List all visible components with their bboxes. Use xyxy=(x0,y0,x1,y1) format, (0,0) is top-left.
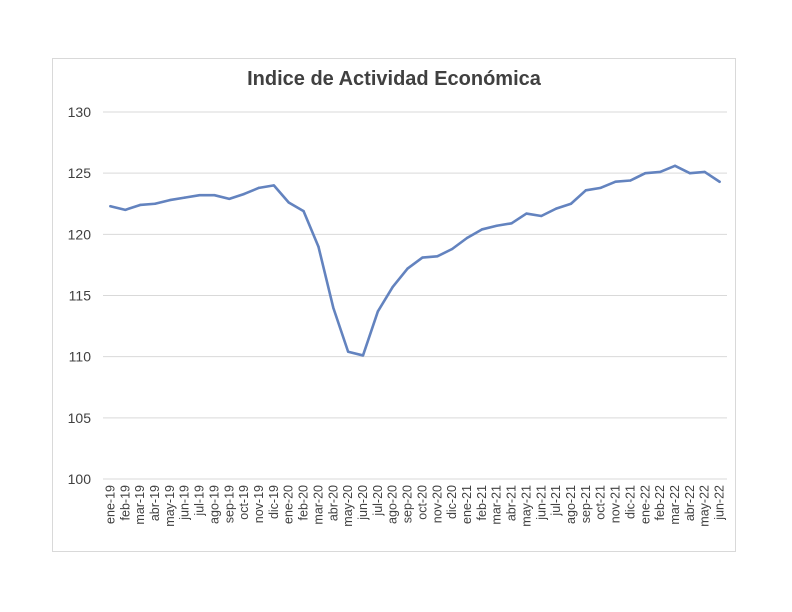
data-point xyxy=(495,224,498,227)
x-tick-label: ago-19 xyxy=(207,485,221,524)
x-tick-label: mar-21 xyxy=(490,485,504,525)
data-point xyxy=(228,197,231,201)
data-point xyxy=(332,306,335,309)
x-tick-label: feb-19 xyxy=(118,485,132,520)
x-tick-label: ene-22 xyxy=(638,485,652,524)
x-tick-label: ene-20 xyxy=(282,485,296,524)
x-tick-label: mar-22 xyxy=(668,485,682,525)
data-point xyxy=(272,184,276,187)
x-tick-label: feb-20 xyxy=(297,485,311,520)
chart-frame xyxy=(52,58,736,552)
grid-lines xyxy=(103,111,727,480)
x-tick-label: ene-21 xyxy=(460,485,474,524)
x-tick-label: may-20 xyxy=(341,485,355,527)
data-point xyxy=(510,222,513,225)
x-tick-label: abr-22 xyxy=(683,485,697,521)
data-point xyxy=(153,202,157,205)
data-point xyxy=(168,198,172,202)
x-tick-label: sep-19 xyxy=(222,485,236,523)
data-point xyxy=(703,170,706,174)
x-tick-label: jun-20 xyxy=(356,485,370,521)
data-point xyxy=(302,209,305,213)
data-point xyxy=(406,267,409,270)
data-point xyxy=(391,285,394,289)
x-tick-label: sep-21 xyxy=(579,485,593,523)
data-point xyxy=(317,245,320,248)
y-tick-label: 115 xyxy=(69,288,92,304)
y-tick-label: 105 xyxy=(68,410,92,426)
x-tick-label: jul-20 xyxy=(371,485,385,517)
x-tick-label: feb-21 xyxy=(475,485,489,520)
data-point xyxy=(109,204,112,208)
data-point xyxy=(629,179,632,182)
x-tick-label: ago-21 xyxy=(564,485,578,524)
data-point xyxy=(465,236,469,240)
data-point xyxy=(198,193,201,197)
data-point xyxy=(554,207,558,210)
y-tick-label: 110 xyxy=(69,349,92,365)
data-point xyxy=(213,193,216,197)
x-tick-label: jun-19 xyxy=(178,485,192,521)
data-point xyxy=(183,196,186,199)
x-tick-label: oct-21 xyxy=(594,485,608,520)
data-point xyxy=(138,203,142,207)
x-tick-label: abr-21 xyxy=(505,485,519,521)
series-line xyxy=(109,164,721,357)
x-tick-label: dic-20 xyxy=(445,485,459,519)
y-axis-ticks: 100 105 110 115 120 125 130 xyxy=(68,104,92,487)
x-tick-label: oct-19 xyxy=(237,485,251,520)
data-point xyxy=(287,201,290,204)
chart-title: Indice de Actividad Económica xyxy=(247,68,541,90)
data-point xyxy=(361,354,365,357)
data-point xyxy=(450,247,454,251)
x-tick-label: abr-20 xyxy=(326,485,340,521)
y-tick-label: 120 xyxy=(68,226,92,242)
x-tick-label: ene-19 xyxy=(103,485,117,524)
x-tick-label: dic-21 xyxy=(623,485,637,519)
x-tick-label: mar-20 xyxy=(311,485,325,525)
x-tick-label: nov-19 xyxy=(252,485,266,523)
y-tick-label: 100 xyxy=(68,471,92,487)
data-point xyxy=(673,164,677,168)
data-point xyxy=(614,180,617,183)
data-point xyxy=(584,189,588,192)
y-tick-label: 125 xyxy=(68,165,92,181)
x-tick-label: may-21 xyxy=(519,485,533,527)
x-tick-label: jul-21 xyxy=(549,485,563,517)
series-layer xyxy=(109,164,721,357)
data-point xyxy=(644,171,647,175)
x-tick-label: sep-20 xyxy=(401,485,415,523)
data-point xyxy=(599,186,602,190)
data-point xyxy=(124,208,127,212)
x-tick-label: may-22 xyxy=(698,485,712,527)
x-tick-label: jun-22 xyxy=(713,485,727,521)
data-point xyxy=(480,228,484,231)
x-tick-label: dic-19 xyxy=(267,485,281,519)
x-axis-ticks: ene-19 feb-19 mar-19 abr-19 may-19 jun-19 jul-… xyxy=(103,485,726,527)
data-point xyxy=(658,170,662,174)
data-point xyxy=(257,186,261,190)
x-tick-label: abr-19 xyxy=(148,485,162,521)
x-tick-label: nov-20 xyxy=(430,485,444,523)
data-point xyxy=(525,212,528,215)
data-point xyxy=(376,310,380,313)
data-point xyxy=(569,202,573,205)
x-tick-label: nov-21 xyxy=(609,485,623,523)
x-tick-label: may-19 xyxy=(163,485,177,527)
data-point xyxy=(718,180,721,183)
data-point xyxy=(242,192,246,196)
data-point xyxy=(688,171,692,175)
y-tick-label: 130 xyxy=(68,104,92,120)
data-point xyxy=(436,255,439,258)
x-tick-label: oct-20 xyxy=(415,485,429,520)
x-tick-label: mar-19 xyxy=(133,485,147,525)
x-tick-label: jul-19 xyxy=(193,485,207,517)
data-point xyxy=(346,350,350,353)
data-point xyxy=(540,214,543,218)
x-tick-label: feb-22 xyxy=(653,485,667,520)
x-tick-label: ago-20 xyxy=(386,485,400,524)
data-point xyxy=(421,256,424,259)
x-tick-label: jun-21 xyxy=(534,485,548,521)
